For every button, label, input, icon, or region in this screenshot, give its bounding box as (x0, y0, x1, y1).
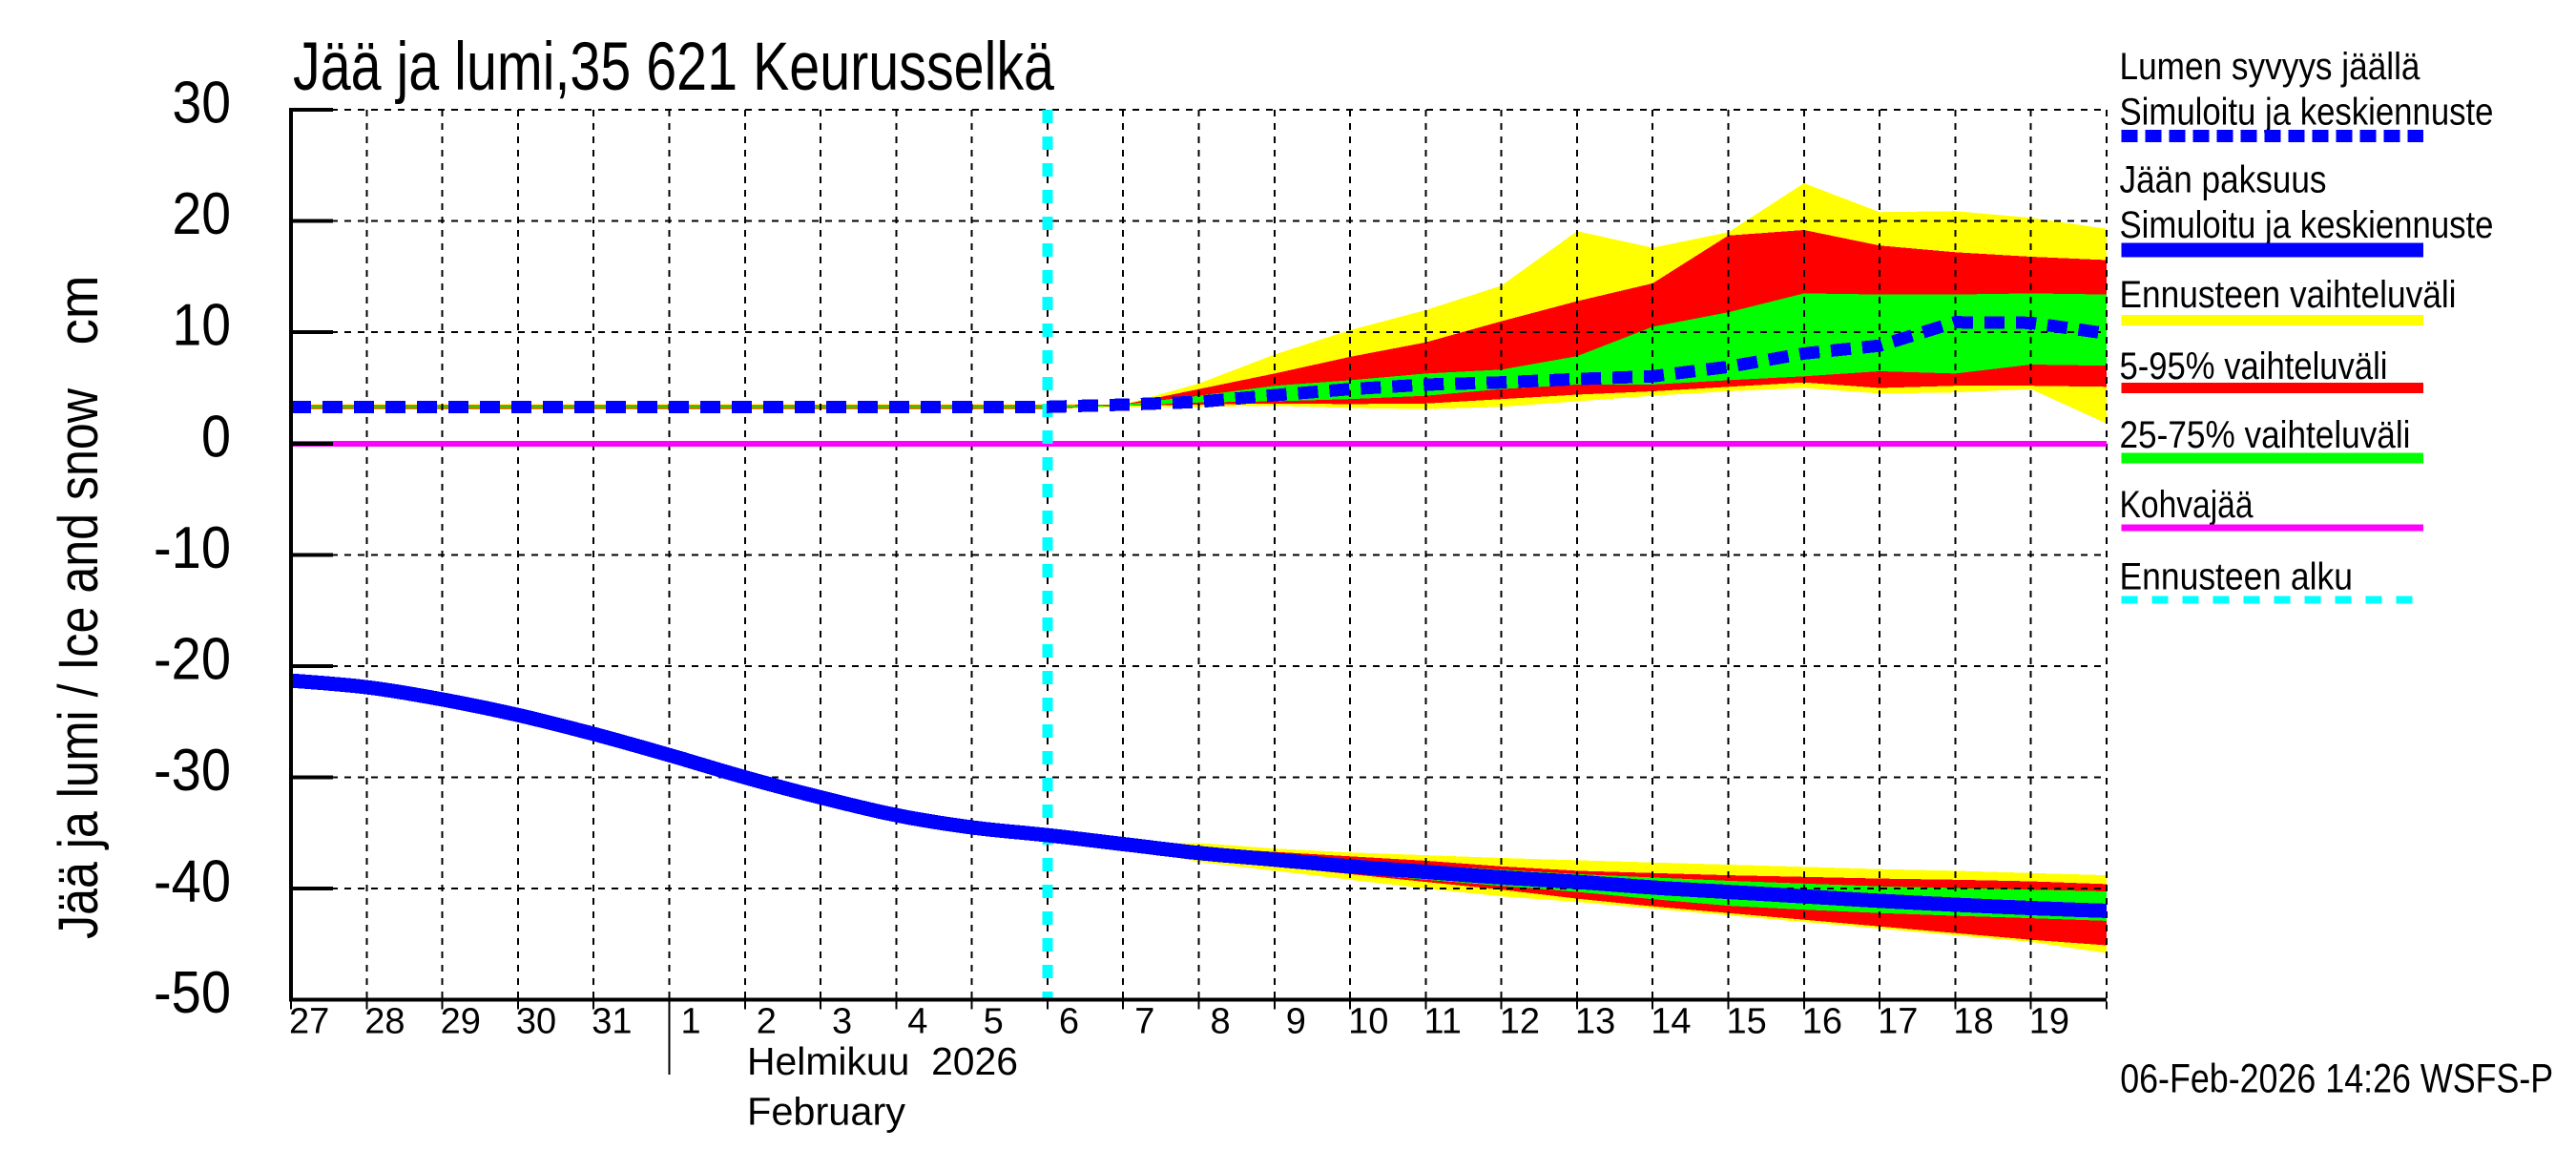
svg-text:17: 17 (1878, 1002, 1918, 1042)
svg-text:31: 31 (592, 1002, 632, 1042)
svg-text:-10: -10 (154, 515, 231, 581)
svg-text:Jää ja lumi,35 621 Keurusselkä: Jää ja lumi,35 621 Keurusselkä (293, 30, 1054, 105)
svg-text:5: 5 (984, 1002, 1004, 1042)
svg-text:Kohvajää: Kohvajää (2120, 484, 2254, 526)
svg-text:10: 10 (1348, 1002, 1388, 1042)
svg-text:20: 20 (173, 181, 232, 247)
svg-text:February: February (747, 1090, 906, 1134)
svg-text:Simuloitu ja keskiennuste: Simuloitu ja keskiennuste (2120, 92, 2494, 134)
svg-text:6: 6 (1059, 1002, 1079, 1042)
svg-text:Jää ja lumi / Ice and snow: Jää ja lumi / Ice and snow (48, 387, 110, 939)
svg-text:13: 13 (1575, 1002, 1615, 1042)
svg-text:2: 2 (757, 1002, 777, 1042)
svg-text:14: 14 (1651, 1002, 1691, 1042)
svg-text:-20: -20 (154, 626, 231, 692)
svg-text:29: 29 (441, 1002, 481, 1042)
svg-text:-50: -50 (154, 960, 231, 1026)
svg-text:3: 3 (832, 1002, 852, 1042)
svg-text:Ennusteen vaihteluväli: Ennusteen vaihteluväli (2120, 274, 2457, 316)
svg-text:Simuloitu ja keskiennuste: Simuloitu ja keskiennuste (2120, 204, 2494, 246)
svg-text:10: 10 (173, 293, 232, 359)
svg-text:15: 15 (1727, 1002, 1767, 1042)
svg-text:18: 18 (1953, 1002, 1993, 1042)
svg-text:4: 4 (907, 1002, 927, 1042)
svg-text:27: 27 (289, 1002, 329, 1042)
svg-text:06-Feb-2026 14:26 WSFS-P: 06-Feb-2026 14:26 WSFS-P (2120, 1056, 2553, 1102)
svg-text:19: 19 (2029, 1002, 2069, 1042)
svg-text:12: 12 (1500, 1002, 1540, 1042)
svg-text:11: 11 (1423, 1002, 1461, 1042)
svg-text:8: 8 (1211, 1002, 1231, 1042)
svg-text:16: 16 (1802, 1002, 1842, 1042)
svg-text:9: 9 (1286, 1002, 1306, 1042)
svg-text:-40: -40 (154, 849, 231, 915)
svg-text:Ennusteen alku: Ennusteen alku (2120, 555, 2354, 597)
svg-text:1: 1 (681, 1002, 701, 1042)
svg-text:-30: -30 (154, 738, 231, 804)
svg-text:Helmikuu 2026: Helmikuu 2026 (747, 1039, 1018, 1083)
svg-text:cm: cm (48, 276, 110, 345)
svg-text:5-95% vaihteluväli: 5-95% vaihteluväli (2120, 345, 2388, 387)
svg-text:25-75% vaihteluväli: 25-75% vaihteluväli (2120, 414, 2411, 456)
svg-text:Jään paksuus: Jään paksuus (2120, 159, 2327, 201)
svg-text:30: 30 (516, 1002, 556, 1042)
svg-text:0: 0 (201, 404, 231, 470)
svg-text:Lumen syvyys jäällä: Lumen syvyys jäällä (2120, 46, 2421, 88)
svg-text:7: 7 (1134, 1002, 1154, 1042)
svg-text:28: 28 (364, 1002, 405, 1042)
svg-text:30: 30 (173, 71, 232, 136)
